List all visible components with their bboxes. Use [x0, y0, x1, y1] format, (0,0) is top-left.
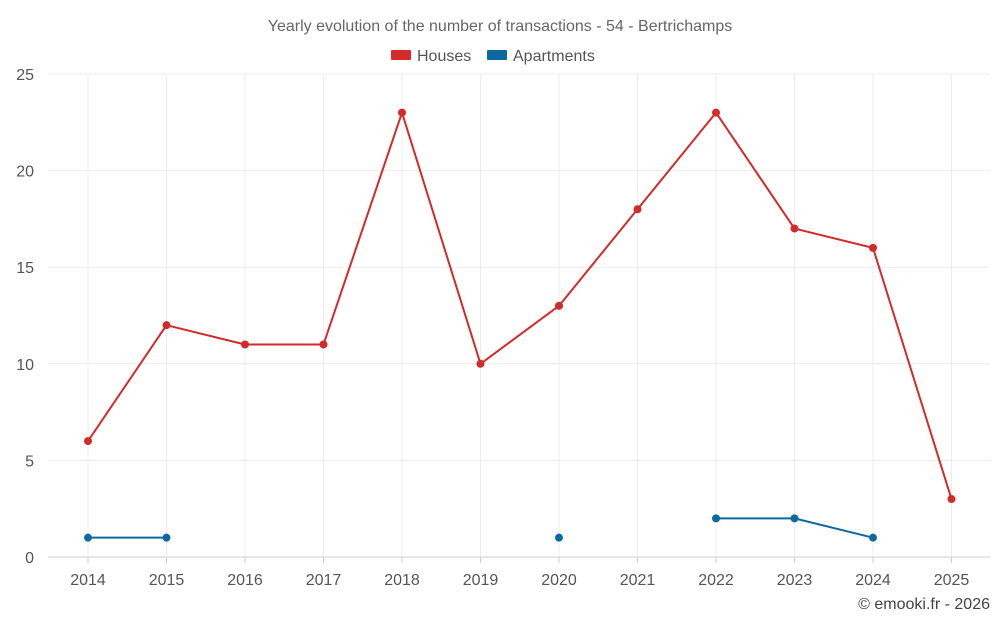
credit-text: © emooki.fr - 2026	[858, 596, 990, 613]
data-point-houses[interactable]	[790, 224, 799, 233]
data-point-houses[interactable]	[162, 321, 171, 330]
series-layer	[84, 108, 956, 542]
x-axis-ticks: 2014 2015 2016 2017 2018 2019 2020 2021 2022 2023…	[70, 557, 969, 589]
data-point-houses[interactable]	[712, 108, 720, 117]
x-tick-label: 2023	[777, 572, 813, 589]
legend-label-apartments[interactable]: Apartments	[513, 48, 595, 65]
data-point-houses[interactable]	[476, 359, 485, 368]
series-line-houses	[87, 111, 953, 500]
x-tick-label: 2017	[306, 572, 342, 589]
x-tick-label: 2014	[70, 572, 106, 589]
data-point-houses[interactable]	[241, 340, 249, 349]
x-tick-label: 2016	[227, 572, 263, 589]
x-tick-label: 2020	[541, 572, 577, 589]
x-tick-label: 2022	[698, 572, 734, 589]
y-tick-label: 0	[25, 550, 34, 567]
chart-title: Yearly evolution of the number of transa…	[268, 18, 733, 35]
y-tick-label: 5	[25, 453, 34, 470]
x-tick-label: 2019	[463, 572, 499, 589]
data-point-houses[interactable]	[947, 495, 956, 504]
legend: Houses Apartments	[391, 48, 595, 65]
x-tick-label: 2024	[855, 572, 891, 589]
y-tick-label: 15	[16, 260, 34, 277]
y-tick-label: 10	[16, 357, 34, 374]
data-point-apartments[interactable]	[712, 514, 720, 523]
data-point-houses[interactable]	[398, 108, 406, 117]
y-tick-label: 25	[16, 67, 34, 84]
data-point-apartments[interactable]	[162, 533, 171, 542]
legend-label-houses[interactable]: Houses	[417, 48, 471, 65]
data-point-houses[interactable]	[319, 340, 328, 349]
data-point-houses[interactable]	[555, 301, 563, 310]
data-point-apartments[interactable]	[869, 533, 877, 542]
data-point-apartments[interactable]	[555, 533, 563, 542]
x-tick-label: 2021	[620, 572, 656, 589]
series-houses	[84, 108, 956, 504]
series-apartments	[84, 514, 877, 542]
y-tick-label: 20	[16, 164, 34, 181]
x-tick-label: 2025	[934, 572, 970, 589]
y-axis-ticks: 0 5 10 15 20 25	[16, 67, 34, 567]
data-point-apartments[interactable]	[790, 514, 799, 523]
data-point-houses[interactable]	[633, 205, 642, 214]
legend-swatch-apartments	[487, 50, 507, 60]
x-tick-label: 2015	[149, 572, 185, 589]
data-point-houses[interactable]	[84, 437, 92, 446]
data-point-apartments[interactable]	[84, 533, 92, 542]
gridlines	[48, 73, 990, 558]
data-point-houses[interactable]	[869, 243, 877, 252]
legend-swatch-houses	[391, 50, 411, 60]
x-tick-label: 2018	[384, 572, 420, 589]
